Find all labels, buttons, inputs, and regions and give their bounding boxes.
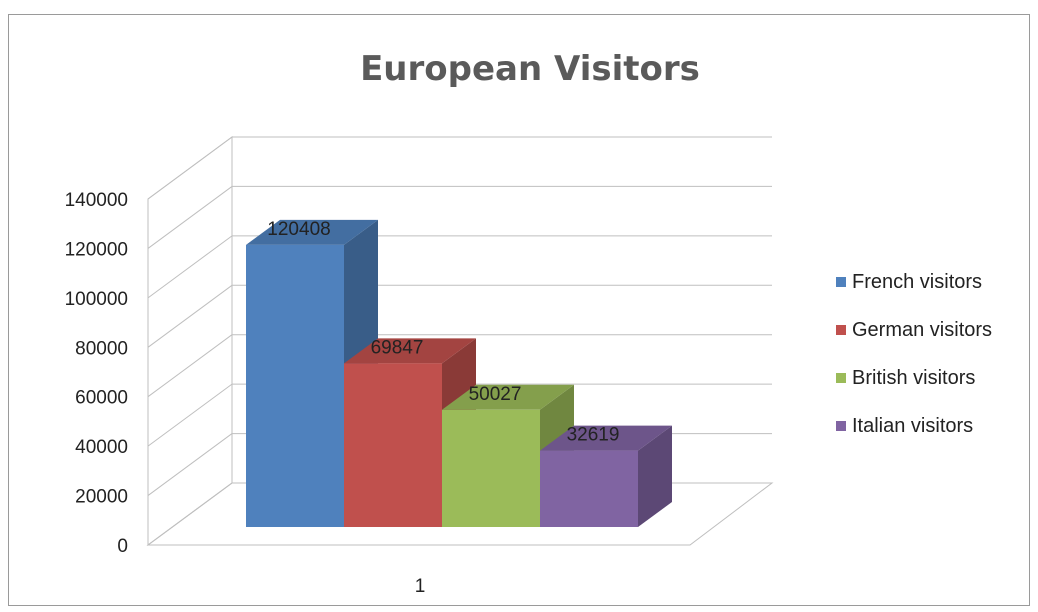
bar-front — [540, 450, 638, 527]
legend: French visitors German visitors British vi… — [836, 271, 992, 437]
y-tick-label: 40000 — [75, 437, 128, 458]
chart-title: European Visitors — [360, 49, 700, 89]
data-label: 50027 — [469, 384, 522, 405]
y-tick-label: 80000 — [75, 338, 128, 359]
gridline-side — [147, 482, 233, 546]
y-tick-label: 120000 — [65, 239, 128, 260]
gridline-side — [147, 433, 233, 496]
y-tick-label: 100000 — [65, 289, 128, 310]
legend-swatch — [836, 277, 846, 287]
data-labels: 120408 69847 50027 32619 — [267, 219, 619, 446]
bar-front — [442, 409, 540, 527]
bar-front — [344, 363, 442, 527]
gridline-side — [147, 334, 233, 398]
gridline-side — [147, 235, 233, 299]
data-label: 32619 — [567, 425, 620, 446]
legend-item: British visitors — [836, 367, 975, 389]
y-tick-label: 140000 — [65, 190, 128, 211]
bars — [246, 219, 672, 528]
bar-4 — [540, 425, 672, 527]
legend-label: British visitors — [852, 367, 975, 389]
gridline-side — [147, 383, 233, 447]
bar-front — [246, 244, 344, 528]
x-tick-label: 1 — [415, 576, 426, 597]
y-tick-label: 60000 — [75, 388, 128, 409]
y-tick-label: 20000 — [75, 487, 128, 508]
gridline-side — [147, 136, 233, 200]
x-axis: 1 — [415, 576, 426, 597]
y-tick-label: 0 — [117, 536, 128, 557]
bar-top — [540, 425, 672, 451]
data-label: 69847 — [371, 337, 424, 358]
gridline-side — [147, 284, 233, 348]
bar-1 — [246, 219, 378, 528]
bar-top — [442, 384, 574, 410]
legend-item: German visitors — [836, 319, 992, 341]
legend-item: French visitors — [836, 271, 982, 293]
data-label: 120408 — [267, 219, 330, 240]
legend-label: Italian visitors — [852, 415, 973, 437]
legend-swatch — [836, 421, 846, 431]
legend-swatch — [836, 325, 846, 335]
bar-side — [638, 425, 672, 527]
bar-top — [344, 338, 476, 364]
legend-label: French visitors — [852, 271, 982, 293]
y-axis: 0 20000 40000 60000 80000 100000 120000 140000 — [65, 190, 128, 557]
bar-top — [246, 219, 378, 245]
legend-swatch — [836, 373, 846, 383]
side-wall — [147, 136, 233, 546]
gridline-side — [147, 186, 233, 249]
legend-label: German visitors — [852, 319, 992, 341]
legend-item: Italian visitors — [836, 415, 973, 437]
